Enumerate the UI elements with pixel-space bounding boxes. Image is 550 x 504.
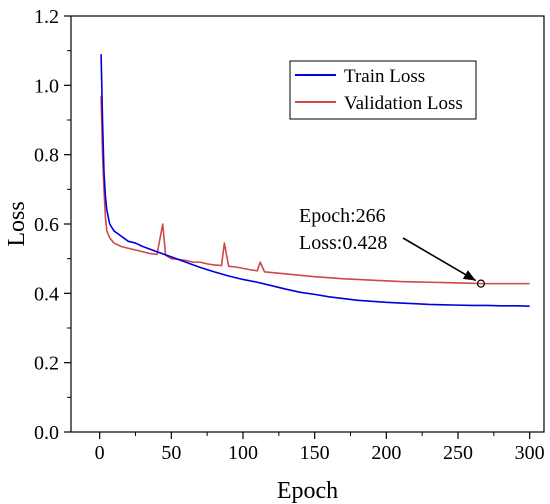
legend-box xyxy=(289,60,477,120)
y-tick-label: 1.2 xyxy=(34,6,59,28)
annotation: Epoch:266 Loss:0.428 xyxy=(299,205,486,288)
legend-label-train-loss: Train Loss xyxy=(344,66,425,87)
x-axis-title: Epoch xyxy=(277,478,338,504)
x-tick-label: 250 xyxy=(443,442,473,464)
series-group xyxy=(100,54,530,307)
legend-label-validation-loss: Validation Loss xyxy=(344,93,463,114)
x-tick-label: 100 xyxy=(228,442,258,464)
annotation-loss-text: Loss:0.428 xyxy=(299,232,387,254)
y-tick-label: 0.8 xyxy=(34,145,59,167)
x-tick-label: 300 xyxy=(515,442,545,464)
x-tick-label: 0 xyxy=(95,442,105,464)
legend: Train Loss Validation Loss xyxy=(289,60,477,120)
y-tick-label: 1.0 xyxy=(34,75,59,97)
annotation-arrow-head xyxy=(462,270,476,281)
validation-loss-line xyxy=(100,95,530,285)
annotation-point-marker xyxy=(476,279,486,288)
y-axis-title: Loss xyxy=(4,201,30,246)
y-tick-label: 0.0 xyxy=(34,422,59,444)
train-loss-line xyxy=(100,54,530,307)
y-tick-label: 0.4 xyxy=(34,283,59,305)
axes: 0 50 100 150 200 250 300 0.0 0.2 0.4 0.6 0.8 1.0 1.2 xyxy=(34,6,545,464)
x-tick-label: 150 xyxy=(300,442,330,464)
x-tick-label: 50 xyxy=(161,442,181,464)
y-tick-label: 0.6 xyxy=(34,214,59,236)
y-tick-label: 0.2 xyxy=(34,353,59,375)
x-tick-label: 200 xyxy=(371,442,401,464)
annotation-epoch-text: Epoch:266 xyxy=(299,205,386,227)
annotation-arrow-line xyxy=(402,237,477,282)
